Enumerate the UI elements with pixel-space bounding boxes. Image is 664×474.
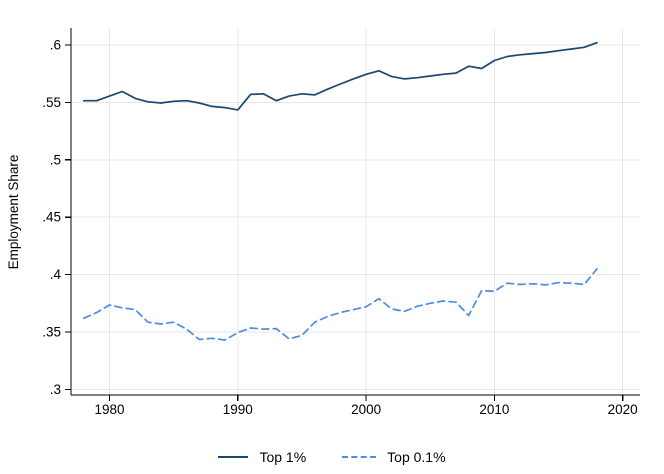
legend-label-top-0-1: Top 0.1% <box>387 449 446 465</box>
x-tick-label: 2020 <box>608 402 638 417</box>
x-tick-label: 1990 <box>223 402 253 417</box>
legend-item-top-1: Top 1% <box>218 449 306 465</box>
y-tick-label: .5 <box>50 152 61 167</box>
x-tick-label: 2000 <box>351 402 381 417</box>
top-1-series-line <box>82 41 598 111</box>
y-axis-title: Employment Share <box>6 154 21 270</box>
legend: Top 1% Top 0.1% <box>0 444 664 470</box>
legend-line-solid-icon <box>218 456 249 458</box>
y-tick-label: .55 <box>42 95 61 110</box>
y-tick-label: .3 <box>50 382 61 397</box>
legend-label-top-1: Top 1% <box>259 449 307 465</box>
y-tick-label: .6 <box>50 38 61 53</box>
y-tick-label: .35 <box>42 325 61 340</box>
y-tick-label: .45 <box>42 210 61 225</box>
legend-item-top-0-1: Top 0.1% <box>342 449 446 465</box>
x-tick-label: 2010 <box>479 402 509 417</box>
x-tick-label: 1980 <box>94 402 124 417</box>
y-tick-label: .4 <box>50 267 62 282</box>
legend-line-dashed-icon <box>342 456 377 458</box>
top-0-1-series-line <box>82 268 598 341</box>
